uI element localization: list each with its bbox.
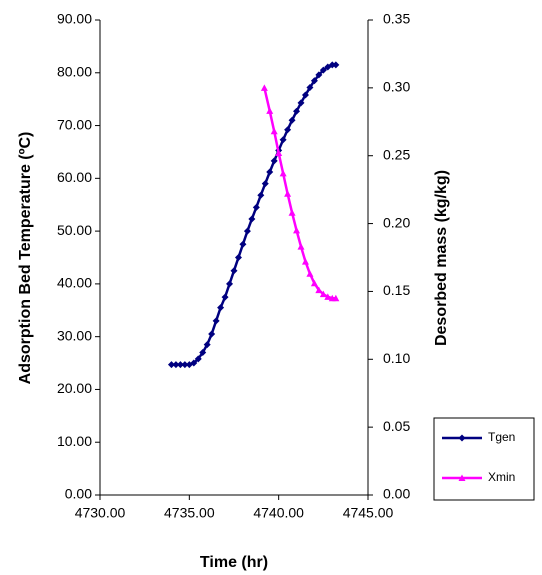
series-line	[263, 87, 336, 300]
y-tick-label: 0.00	[65, 486, 92, 502]
marker	[315, 71, 323, 79]
legend-label: Tgen	[488, 430, 515, 444]
y2-tick-label: 0.35	[383, 11, 410, 27]
marker	[332, 61, 340, 69]
marker	[176, 361, 184, 369]
legend-box	[433, 417, 535, 501]
marker	[203, 341, 211, 349]
marker	[257, 191, 265, 199]
marker	[172, 361, 180, 369]
y2-tick-label: 0.30	[383, 79, 410, 95]
marker	[306, 84, 314, 92]
y-tick-label: 30.00	[57, 327, 92, 343]
x-tick-label: 4745.00	[343, 505, 394, 521]
y-tick-label: 50.00	[57, 222, 92, 238]
x-tick-label: 4730.00	[75, 505, 126, 521]
marker	[315, 286, 323, 294]
marker	[458, 434, 466, 442]
y2-axis-title: Desorbed mass (kg/kg)	[433, 170, 450, 346]
marker	[181, 361, 189, 369]
y-tick-label: 20.00	[57, 380, 92, 396]
marker	[226, 280, 234, 288]
y-tick-label: 10.00	[57, 433, 92, 449]
marker	[332, 294, 340, 302]
y-tick-label: 60.00	[57, 169, 92, 185]
marker	[199, 349, 207, 356]
marker	[248, 215, 256, 223]
marker	[221, 293, 229, 301]
marker	[310, 77, 318, 85]
y-axis-title: Adsorption Bed Temperature (ºC)	[17, 132, 34, 385]
marker	[167, 361, 175, 369]
marker	[239, 240, 247, 248]
x-tick-label: 4735.00	[164, 505, 215, 521]
marker	[297, 243, 305, 250]
marker	[301, 258, 309, 265]
marker	[230, 267, 238, 275]
marker	[293, 226, 301, 234]
marker	[301, 91, 309, 99]
series-line	[171, 63, 336, 366]
y-tick-label: 40.00	[57, 275, 92, 291]
y2-tick-label: 0.05	[383, 418, 410, 434]
marker	[458, 474, 466, 481]
marker	[324, 293, 332, 300]
marker	[319, 290, 327, 298]
marker	[279, 169, 287, 177]
marker	[270, 157, 278, 165]
x-axis-title: Time (hr)	[200, 554, 268, 571]
y2-tick-label: 0.10	[383, 350, 410, 366]
marker	[319, 66, 327, 74]
marker	[234, 254, 242, 261]
marker	[217, 304, 225, 312]
y-tick-label: 90.00	[57, 11, 92, 27]
marker	[293, 107, 301, 115]
marker	[284, 190, 292, 197]
marker	[288, 209, 296, 216]
marker	[261, 180, 269, 188]
marker	[266, 168, 274, 176]
x-tick-label: 4740.00	[253, 505, 304, 521]
y-tick-label: 70.00	[57, 116, 92, 132]
marker	[284, 126, 292, 134]
marker	[260, 84, 268, 91]
marker	[279, 136, 287, 144]
marker	[306, 270, 314, 277]
marker	[243, 227, 251, 235]
y2-tick-label: 0.20	[383, 214, 410, 230]
marker	[212, 317, 220, 325]
marker	[310, 279, 318, 287]
y2-tick-label: 0.15	[383, 282, 410, 298]
marker	[297, 99, 305, 107]
marker	[270, 127, 278, 135]
marker	[288, 116, 296, 124]
y-tick-label: 80.00	[57, 63, 92, 79]
y2-tick-label: 0.00	[383, 486, 410, 502]
legend-label: Xmin	[488, 470, 515, 484]
marker	[266, 107, 274, 114]
marker	[190, 359, 198, 367]
y2-tick-label: 0.25	[383, 146, 410, 162]
marker	[252, 203, 260, 211]
marker	[194, 355, 202, 363]
marker	[275, 149, 283, 156]
marker	[208, 330, 216, 338]
marker	[328, 61, 336, 69]
